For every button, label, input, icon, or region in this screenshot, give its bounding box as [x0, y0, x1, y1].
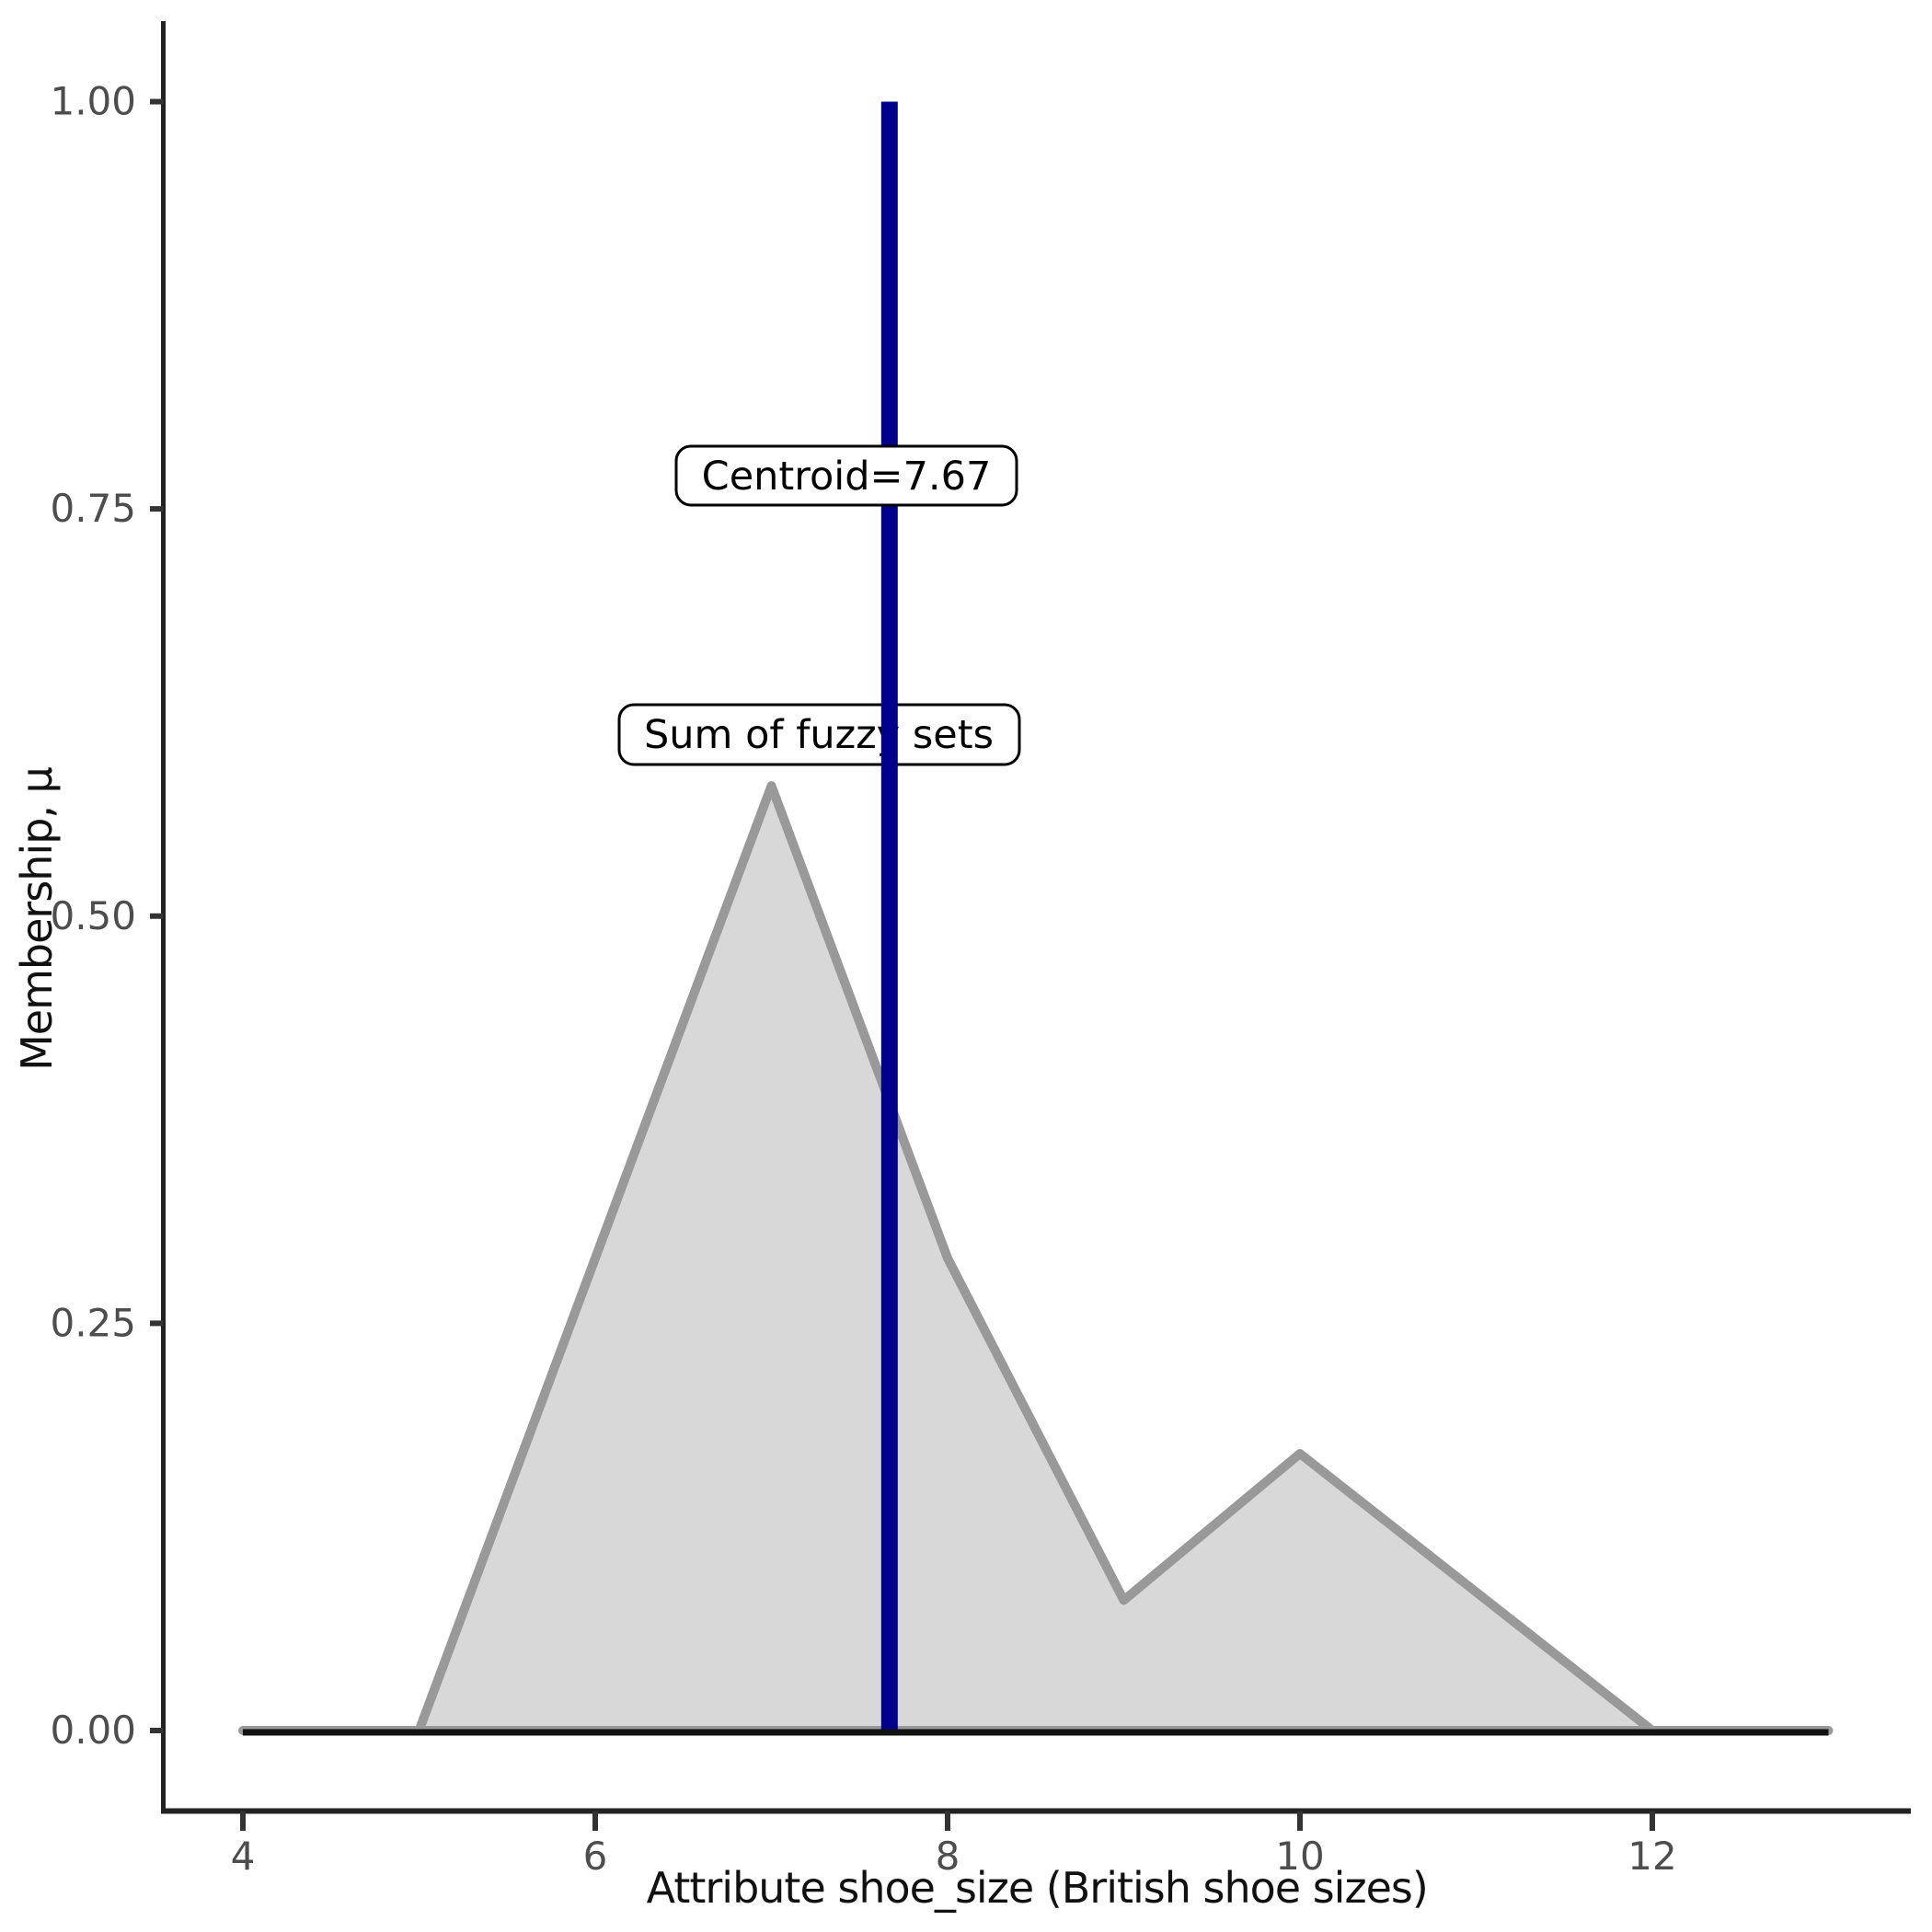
- x-tick-label: 6: [583, 1834, 608, 1879]
- x-axis-ticks: 4 6 8 10 12: [231, 1811, 1677, 1879]
- y-tick-label: 0.50: [50, 893, 136, 938]
- x-tick-label: 4: [231, 1834, 256, 1879]
- y-tick-label: 0.25: [50, 1300, 136, 1345]
- series-annotation: Sum of fuzzy sets: [617, 703, 1021, 766]
- centroid-annotation: Centroid=7.67: [674, 444, 1018, 507]
- y-axis-ticks: 0.00 0.25 0.50 0.75 1.00: [50, 79, 164, 1753]
- x-tick-label: 8: [936, 1834, 960, 1879]
- series-label-box: [617, 703, 1021, 766]
- y-tick-label: 0.00: [50, 1708, 136, 1753]
- series-label: Sum of fuzzy sets: [644, 712, 994, 758]
- centroid-label: Centroid=7.67: [702, 454, 992, 500]
- x-tick-label: 10: [1275, 1834, 1324, 1879]
- y-tick-label: 0.75: [50, 486, 136, 531]
- membership-area-series: [238, 781, 1834, 1735]
- y-axis-title: Membership, μ: [12, 766, 62, 1071]
- centroid-label-box: [674, 444, 1018, 507]
- x-axis-title: Attribute shoe_size (British shoe sizes): [647, 1863, 1428, 1913]
- y-tick-label: 1.00: [50, 79, 136, 124]
- x-tick-label: 12: [1627, 1834, 1676, 1879]
